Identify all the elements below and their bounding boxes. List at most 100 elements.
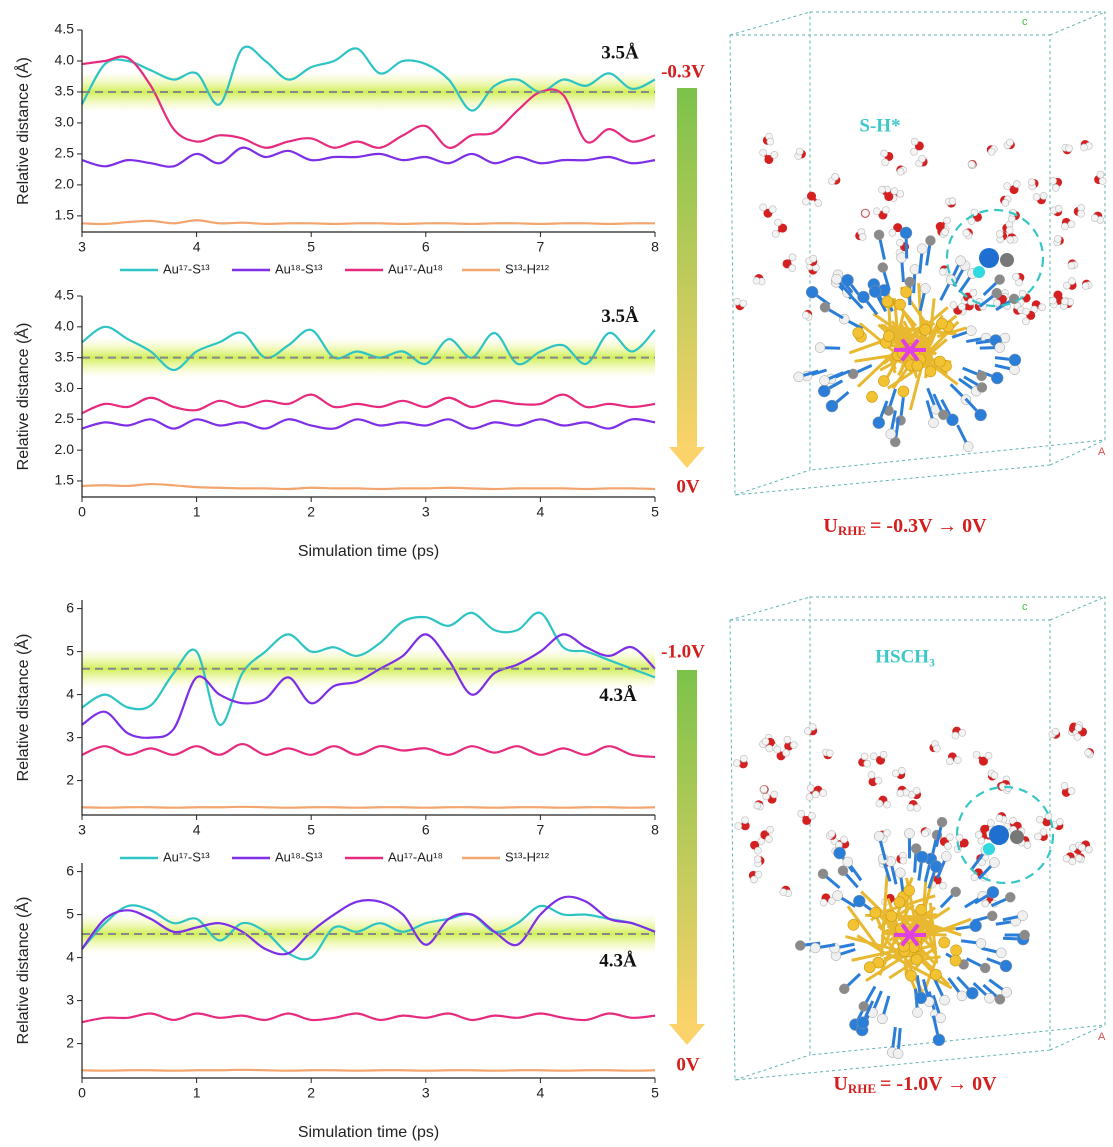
oxygen xyxy=(884,192,894,202)
oxygen xyxy=(807,191,817,201)
bond xyxy=(886,357,934,390)
series-line xyxy=(81,1068,656,1072)
hydrogen xyxy=(1060,781,1069,790)
hydrogen xyxy=(805,793,814,801)
caption-symbol: U xyxy=(823,515,837,537)
hydrogen xyxy=(831,173,839,181)
atom xyxy=(946,413,959,427)
highlight-ring xyxy=(945,208,1045,308)
hydrogen xyxy=(819,898,828,907)
hydrogen xyxy=(906,803,915,812)
atom xyxy=(962,441,974,452)
atom xyxy=(984,992,995,1004)
y-tick-label: 3.0 xyxy=(55,379,75,395)
gold-atom xyxy=(894,298,906,311)
y-axis-label: Relative distance (Å) xyxy=(13,897,32,1045)
hydrogen xyxy=(1073,733,1082,741)
hydrogen xyxy=(733,297,741,306)
hydrogen xyxy=(972,750,981,759)
hydrogen xyxy=(955,833,964,842)
oxygen xyxy=(978,756,988,766)
x-tick-label: 5 xyxy=(651,1085,659,1101)
gold-atom xyxy=(883,330,895,343)
hydrogen xyxy=(1022,317,1030,326)
series-line xyxy=(81,55,656,149)
carbon xyxy=(1000,253,1014,267)
x-tick-label: 3 xyxy=(422,1085,430,1101)
gold-atom xyxy=(847,919,860,931)
species-label: HSCH₃ xyxy=(875,646,935,667)
y-tick-label: 6 xyxy=(66,862,74,878)
hydrogen xyxy=(819,789,828,797)
atom xyxy=(839,983,850,995)
x-tick-label: 4 xyxy=(537,504,545,520)
center-bond xyxy=(908,348,920,362)
legend-label: Au¹⁷-S¹³ xyxy=(163,849,210,864)
hydrogen xyxy=(1003,182,1011,190)
hydrogen xyxy=(808,723,817,731)
hydrogen xyxy=(1067,220,1076,229)
annotation: 3.5Å xyxy=(601,42,639,63)
hydrogen xyxy=(809,254,818,263)
hydrogen xyxy=(949,301,958,309)
y-axis-label: Relative distance (Å) xyxy=(13,634,32,782)
voltage-arrow-head xyxy=(669,1024,705,1045)
oxygen xyxy=(740,821,750,831)
atom xyxy=(976,370,987,382)
hydrogen xyxy=(761,737,770,746)
atom xyxy=(819,375,830,386)
hydrogen xyxy=(875,799,884,808)
atom xyxy=(842,856,854,868)
series-line xyxy=(81,1012,656,1024)
hydrogen xyxy=(944,842,952,850)
gold-atom xyxy=(910,953,923,966)
gold-atom xyxy=(897,385,910,398)
atom xyxy=(831,273,842,285)
hydrogen xyxy=(1006,235,1015,244)
bond xyxy=(880,894,936,915)
oxygen xyxy=(935,222,945,232)
hydrogen xyxy=(1065,144,1073,153)
atom xyxy=(899,226,913,240)
series-line xyxy=(81,805,656,809)
atom xyxy=(1017,910,1028,921)
hydrogen xyxy=(732,759,741,767)
cell-box xyxy=(729,11,1106,496)
atom xyxy=(847,368,859,380)
atom xyxy=(892,1048,904,1059)
gold-atom xyxy=(905,969,917,982)
caption-subscript: RHE xyxy=(848,1081,876,1096)
y-axis-label: Relative distance (Å) xyxy=(13,57,32,205)
hydrogen xyxy=(1054,235,1062,243)
hydrogen xyxy=(1009,816,1017,825)
hydrogen xyxy=(987,147,996,156)
x-tick-label: 6 xyxy=(422,822,430,838)
hydrogen xyxy=(753,801,762,810)
series-line xyxy=(81,146,656,168)
x-tick-label: 4 xyxy=(537,1085,545,1101)
hydrogen xyxy=(795,147,804,156)
hydrogen xyxy=(1051,184,1060,192)
hydrogen xyxy=(801,311,810,319)
hydrogen xyxy=(874,776,883,785)
x-tick-label: 1 xyxy=(193,504,201,520)
atom xyxy=(837,865,849,876)
hydrogen xyxy=(1096,170,1105,179)
hydrogen xyxy=(974,831,983,839)
atom xyxy=(814,342,826,353)
atom xyxy=(938,409,949,421)
bond xyxy=(892,311,906,353)
hydrogen xyxy=(759,203,767,212)
series-line xyxy=(81,482,656,491)
hydrogen xyxy=(941,228,949,236)
gold-atom xyxy=(911,359,924,372)
bond xyxy=(879,874,889,957)
hydrogen xyxy=(1044,812,1053,821)
hydrogen xyxy=(773,745,782,754)
x-axis-label: Simulation time (ps) xyxy=(298,543,439,560)
hydrogen xyxy=(1006,138,1014,147)
y-tick-label: 4.5 xyxy=(55,21,75,37)
atom xyxy=(877,262,889,273)
axis-c: c xyxy=(1022,16,1028,28)
bond xyxy=(917,283,925,357)
